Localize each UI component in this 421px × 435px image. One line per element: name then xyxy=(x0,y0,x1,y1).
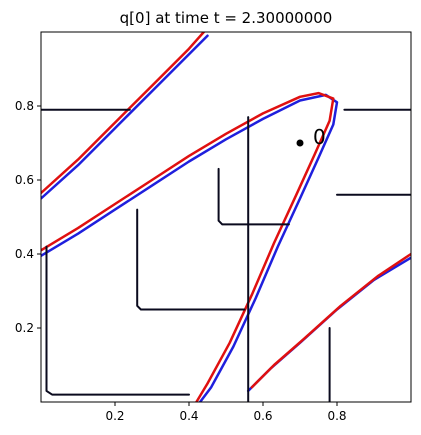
y-tick-label-1: 0.2 xyxy=(15,321,34,335)
x-tick-label-3: 0.6 xyxy=(253,409,272,423)
chart-title: q[0] at time t = 2.30000000 xyxy=(120,9,333,27)
marker-label: 0 xyxy=(313,125,326,149)
contour-line-9 xyxy=(217,167,290,226)
x-tick-label-4: 0.8 xyxy=(327,409,346,423)
contour-line-7 xyxy=(45,245,190,396)
y-tick-label-3: 0.6 xyxy=(15,173,34,187)
contour-line-2 xyxy=(41,91,335,402)
y-tick-label-4: 0.8 xyxy=(15,99,34,113)
plot-area xyxy=(41,32,411,402)
y-axis: 0.2 0.4 0.6 0.8 xyxy=(15,99,41,335)
x-tick-label-2: 0.4 xyxy=(179,409,198,423)
contour-line-1 xyxy=(41,93,339,402)
annotations: 0 xyxy=(296,125,326,149)
plot-frame xyxy=(40,31,412,403)
y-tick-label-2: 0.4 xyxy=(15,247,34,261)
contour-line-6 xyxy=(250,252,411,389)
x-axis: 0.2 0.4 0.6 0.8 xyxy=(105,402,347,423)
marker-point xyxy=(296,139,304,147)
x-tick-label-1: 0.2 xyxy=(105,409,124,423)
contour-line-8 xyxy=(136,208,246,311)
contour-line-4 xyxy=(41,32,206,195)
contour-line-3 xyxy=(41,34,209,200)
